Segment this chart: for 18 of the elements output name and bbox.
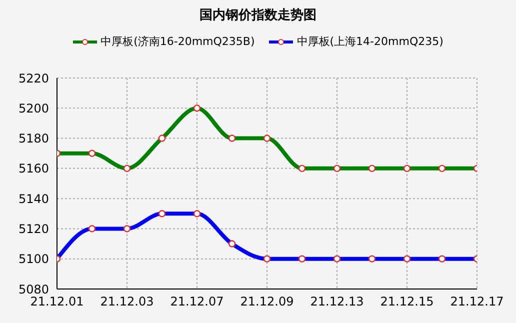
y-tick-label: 5120 <box>18 222 49 236</box>
y-tick-label: 5100 <box>18 252 49 266</box>
x-tick-label: 21.12.13 <box>310 294 364 309</box>
legend-label: 中厚板(济南16-20mmQ235B) <box>100 34 255 49</box>
y-tick-label: 5140 <box>18 192 49 206</box>
chart-title: 国内钢价指数走势图 <box>198 7 318 24</box>
y-tick-label: 5220 <box>18 71 49 86</box>
legend-label: 中厚板(上海14-20mmQ235) <box>296 34 444 49</box>
x-tick-label: 21.12.07 <box>170 294 224 309</box>
y-tick-label: 5160 <box>18 162 49 176</box>
y-tick-label: 5080 <box>18 282 49 296</box>
x-tick-label: 21.12.01 <box>30 294 84 309</box>
x-tick-label: 21.12.09 <box>240 294 294 309</box>
y-tick-label: 5200 <box>18 101 49 116</box>
y-tick-label: 5180 <box>18 132 49 146</box>
x-tick-label: 21.12.17 <box>450 294 504 309</box>
x-tick-label: 21.12.03 <box>100 294 154 309</box>
x-tick-label: 21.12.15 <box>380 294 434 309</box>
